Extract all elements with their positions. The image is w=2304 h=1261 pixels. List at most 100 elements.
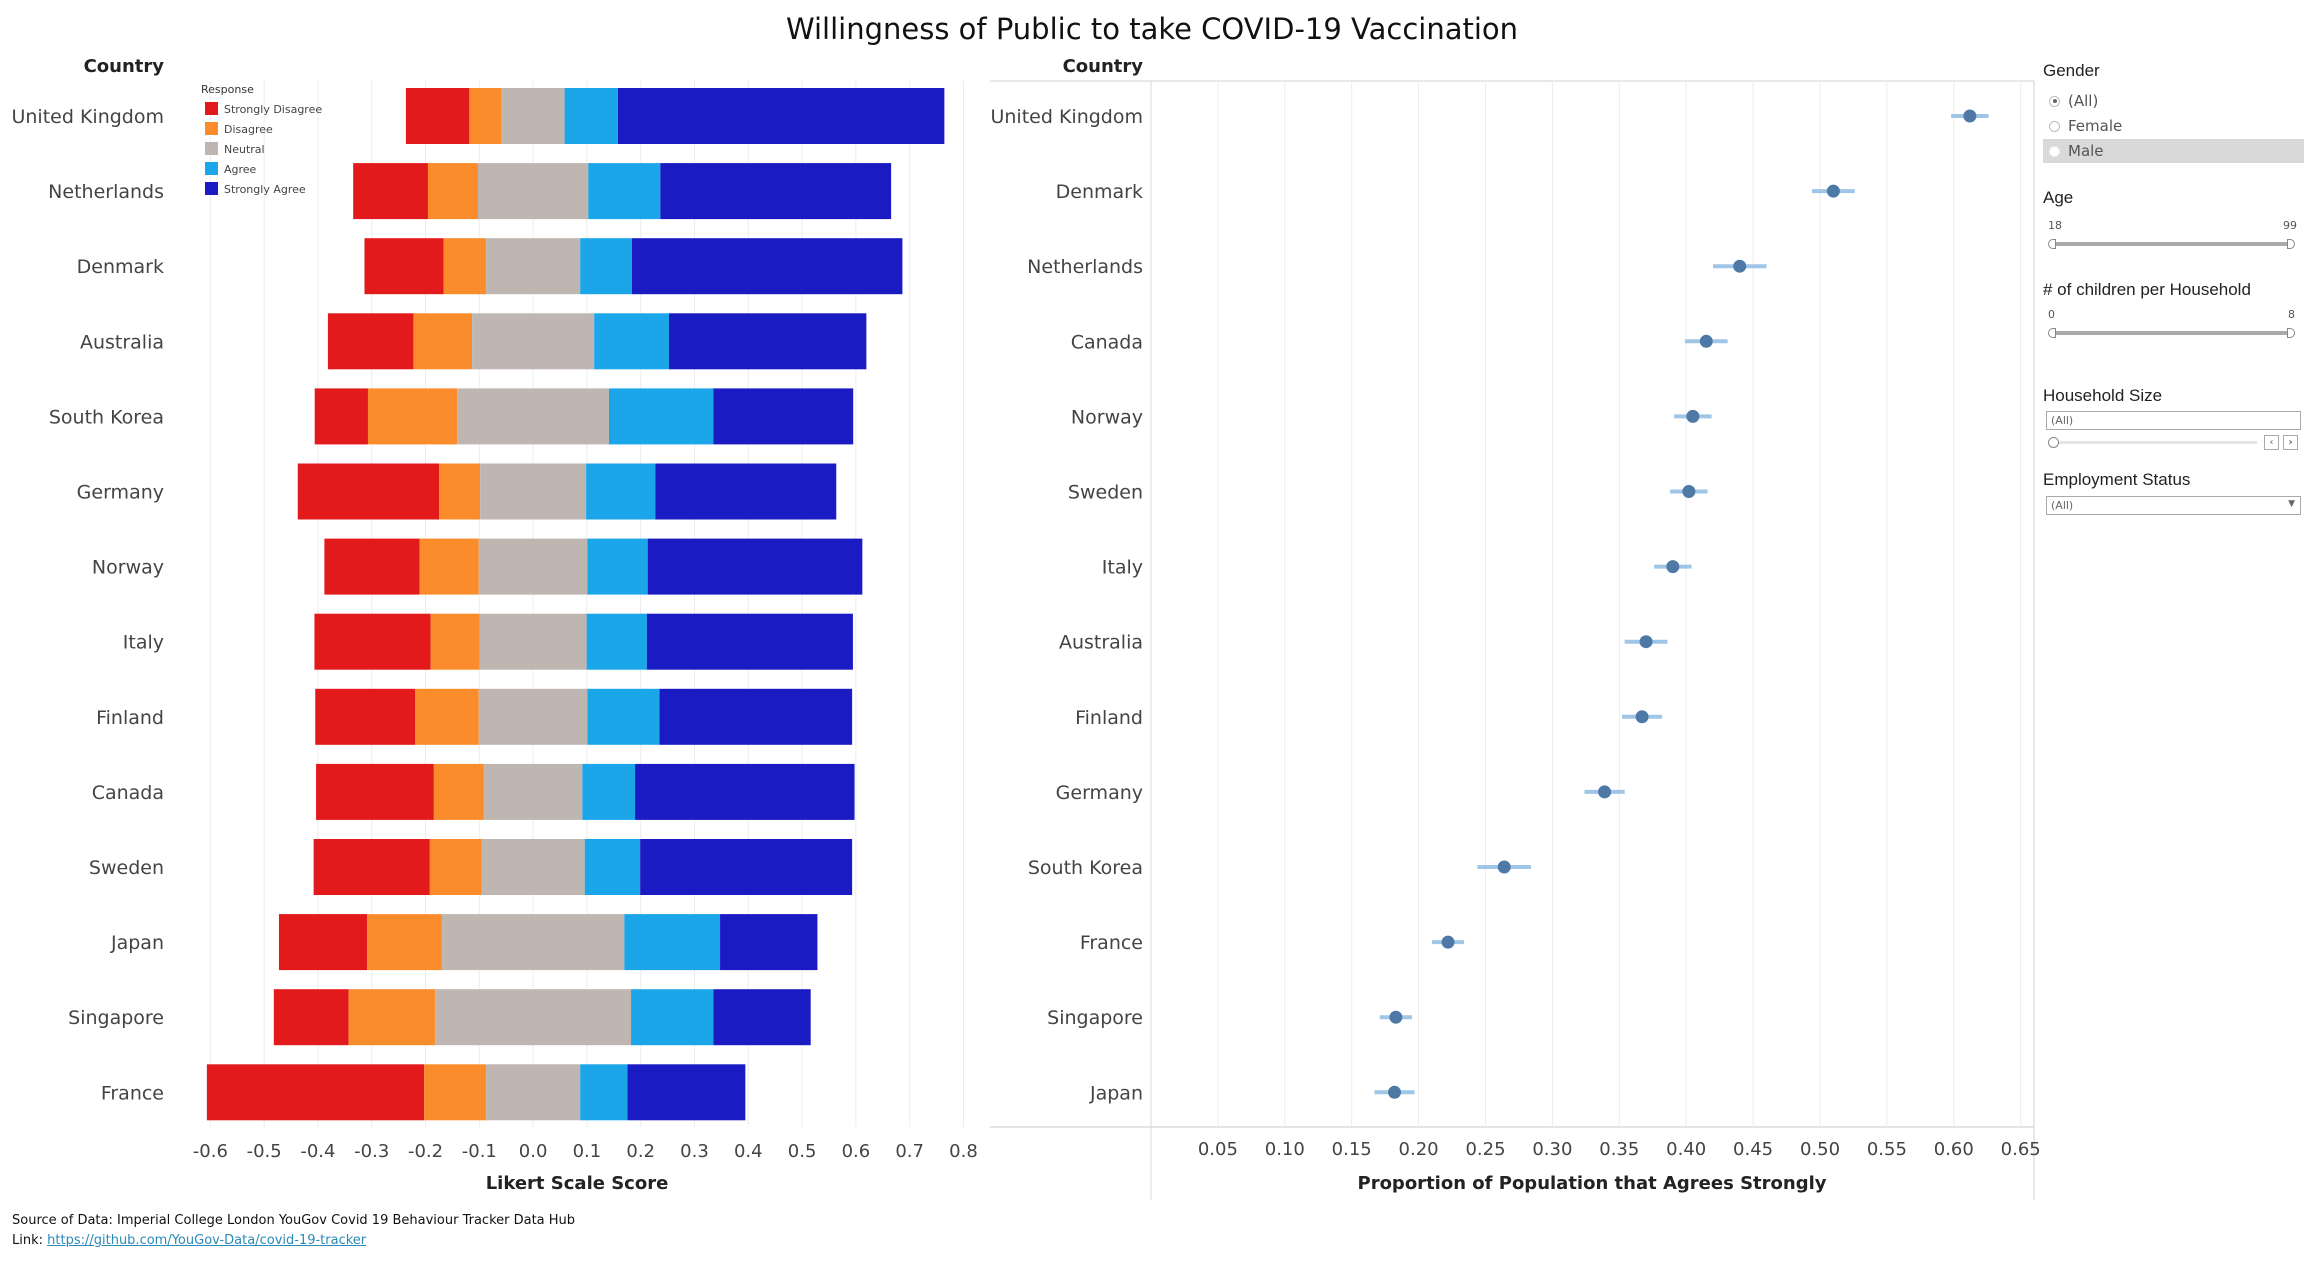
bar-segment-neutral bbox=[486, 238, 581, 295]
bar-segment-neutral bbox=[479, 613, 587, 670]
bar-segment-strongly-agree bbox=[640, 839, 853, 895]
bar-segment-strongly-disagree bbox=[405, 88, 470, 144]
data-point bbox=[1388, 1085, 1402, 1099]
option-label: (All) bbox=[2068, 92, 2099, 110]
bar-segment-neutral bbox=[441, 914, 625, 971]
previous-arrow-icon[interactable]: ‹ bbox=[2264, 435, 2279, 450]
bar-segment-neutral bbox=[478, 538, 588, 595]
legend-swatch bbox=[205, 102, 218, 115]
y-axis-title: Country bbox=[1063, 56, 1144, 77]
bar-segment-strongly-agree bbox=[655, 463, 837, 520]
household-size-slider-handle[interactable] bbox=[2048, 437, 2059, 448]
country-label: United Kingdom bbox=[11, 106, 164, 128]
bar-segment-strongly-agree bbox=[713, 388, 854, 445]
x-tick-label: 0.6 bbox=[842, 1141, 871, 1162]
employment-dropdown[interactable]: (All) ▼ bbox=[2046, 496, 2301, 515]
gender-option-male[interactable]: Male bbox=[2043, 139, 2304, 163]
bar-segment-agree bbox=[584, 839, 641, 895]
country-label: Denmark bbox=[1056, 181, 1143, 203]
bar-segment-agree bbox=[631, 989, 714, 1046]
bar-segment-disagree bbox=[430, 613, 480, 670]
x-tick-label: 0.60 bbox=[1934, 1139, 1974, 1160]
bar-segment-disagree bbox=[367, 388, 458, 445]
country-label: Netherlands bbox=[48, 181, 164, 203]
bar-segment-strongly-disagree bbox=[364, 238, 444, 295]
household-size-input[interactable]: (All) bbox=[2046, 411, 2301, 430]
children-slider-max-handle[interactable] bbox=[2287, 328, 2295, 338]
bar-segment-disagree bbox=[427, 163, 478, 220]
x-tick-label: -0.4 bbox=[300, 1141, 335, 1162]
bar-segment-neutral bbox=[472, 313, 595, 370]
x-tick-label: 0.3 bbox=[680, 1141, 709, 1162]
age-slider-min-handle[interactable] bbox=[2048, 239, 2056, 249]
source-link[interactable]: https://github.com/YouGov-Data/covid-19-… bbox=[47, 1233, 367, 1248]
bar-segment-strongly-agree bbox=[647, 538, 863, 595]
bar-segment-agree bbox=[587, 688, 660, 745]
legend-label: Strongly Disagree bbox=[224, 103, 322, 116]
x-tick-label: 0.50 bbox=[1800, 1139, 1840, 1160]
bar-segment-neutral bbox=[483, 763, 583, 820]
chevron-down-icon[interactable]: ▼ bbox=[2288, 499, 2295, 509]
legend-swatch bbox=[205, 182, 218, 195]
household-size-slider-track[interactable] bbox=[2052, 441, 2257, 444]
bar-segment-neutral bbox=[480, 463, 587, 520]
bar-segment-agree bbox=[588, 163, 661, 220]
bar-segment-strongly-disagree bbox=[324, 538, 420, 595]
bar-segment-strongly-disagree bbox=[314, 613, 431, 670]
bar-segment-strongly-disagree bbox=[327, 313, 414, 370]
country-label: Germany bbox=[77, 482, 164, 504]
legend-label: Disagree bbox=[224, 123, 273, 136]
legend-swatch bbox=[205, 122, 218, 135]
x-tick-label: 0.40 bbox=[1666, 1139, 1706, 1160]
bar-segment-strongly-agree bbox=[646, 613, 853, 670]
gender-filter-title: Gender bbox=[2043, 61, 2100, 80]
bar-segment-agree bbox=[624, 914, 721, 971]
age-min-label: 18 bbox=[2048, 219, 2062, 232]
bar-segment-neutral bbox=[478, 688, 588, 745]
data-point bbox=[1635, 710, 1649, 724]
country-label: United Kingdom bbox=[990, 106, 1143, 128]
data-point bbox=[1963, 109, 1977, 123]
children-slider-min-handle[interactable] bbox=[2048, 328, 2056, 338]
bar-segment-strongly-disagree bbox=[315, 688, 416, 745]
bar-segment-disagree bbox=[415, 688, 479, 745]
x-tick-label: -0.6 bbox=[193, 1141, 228, 1162]
x-tick-label: 0.65 bbox=[2001, 1139, 2041, 1160]
next-arrow-icon[interactable]: › bbox=[2283, 435, 2298, 450]
bar-segment-agree bbox=[587, 538, 648, 595]
country-label: Australia bbox=[1059, 632, 1143, 654]
gender-option-all[interactable]: (All) bbox=[2043, 89, 2304, 113]
bar-segment-agree bbox=[580, 1064, 628, 1121]
legend-label: Strongly Agree bbox=[224, 183, 306, 196]
country-label: Finland bbox=[96, 707, 164, 729]
age-slider-track[interactable] bbox=[2052, 242, 2292, 246]
country-label: Finland bbox=[1075, 707, 1143, 729]
household-size-filter-title: Household Size bbox=[2043, 386, 2163, 405]
x-tick-label: -0.5 bbox=[247, 1141, 282, 1162]
country-label: Norway bbox=[1071, 406, 1143, 428]
bar-segment-strongly-agree bbox=[627, 1064, 746, 1121]
x-tick-label: 0.45 bbox=[1733, 1139, 1773, 1160]
radio-icon[interactable] bbox=[2049, 145, 2060, 157]
bar-segment-strongly-disagree bbox=[353, 163, 428, 220]
age-slider-max-handle[interactable] bbox=[2287, 239, 2295, 249]
bar-segment-strongly-agree bbox=[617, 88, 945, 144]
data-point bbox=[1389, 1010, 1403, 1024]
x-tick-label: 0.7 bbox=[895, 1141, 924, 1162]
country-label: Singapore bbox=[1047, 1007, 1143, 1029]
gender-option-female[interactable]: Female bbox=[2043, 114, 2304, 138]
link-label: Link: bbox=[12, 1233, 48, 1248]
radio-icon[interactable] bbox=[2049, 120, 2060, 132]
x-tick-label: 0.8 bbox=[949, 1141, 978, 1162]
radio-selected-icon[interactable] bbox=[2049, 95, 2060, 107]
data-point bbox=[1699, 334, 1713, 348]
bar-segment-strongly-disagree bbox=[278, 914, 368, 971]
data-point bbox=[1733, 259, 1747, 273]
bar-segment-strongly-agree bbox=[659, 688, 853, 745]
children-slider-track[interactable] bbox=[2052, 331, 2292, 335]
bar-segment-disagree bbox=[443, 238, 487, 295]
bar-segment-agree bbox=[580, 238, 632, 295]
bar-segment-strongly-disagree bbox=[273, 989, 349, 1046]
x-axis-title: Proportion of Population that Agrees Str… bbox=[1358, 1173, 1827, 1194]
